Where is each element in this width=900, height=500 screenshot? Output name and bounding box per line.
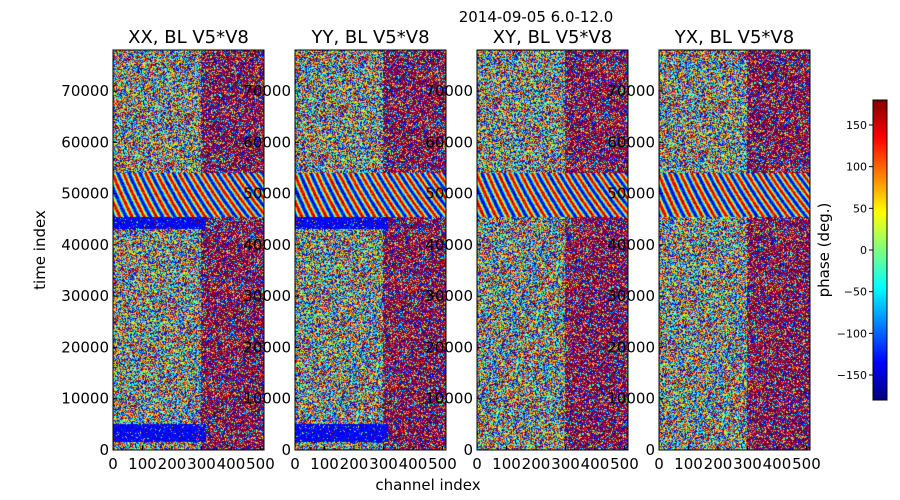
heatmap-image: [295, 50, 446, 450]
x-tick-label: 500: [792, 455, 821, 473]
y-tick-label: 10000: [607, 390, 655, 408]
y-tick-label: 50000: [607, 185, 655, 203]
x-tick-label: 200: [340, 455, 369, 473]
plot-frame: [112, 49, 265, 451]
panel-title: YY, BL V5*V8: [310, 27, 429, 48]
y-tick-label: 0: [281, 441, 291, 459]
y-tick-label: 20000: [61, 338, 109, 356]
y-tick-label: 50000: [61, 185, 109, 203]
heatmap-panel: XY, BL V5*V80 100 200 300 400 500010000200003…: [425, 27, 639, 473]
colorbar-gradient: [873, 100, 887, 400]
plot-frame: [658, 49, 811, 451]
plot-frame: [294, 49, 447, 451]
colorbar-label: phase (deg.): [815, 203, 833, 298]
y-tick-label: 10000: [425, 390, 473, 408]
x-tick-label: 0: [108, 455, 118, 473]
heatmap-panel: YY, BL V5*V80 100 200 300 400 500010000200003…: [243, 27, 457, 473]
y-tick-label: 70000: [61, 82, 109, 100]
y-tick-label: 40000: [61, 236, 109, 254]
heatmap-image: [113, 50, 264, 450]
x-tick-label: 500: [610, 455, 639, 473]
x-tick-label: 300: [369, 455, 398, 473]
y-tick-label: 60000: [243, 133, 291, 151]
y-tick-label: 10000: [243, 390, 291, 408]
x-tick-label: 0: [472, 455, 482, 473]
x-tick-label: 500: [428, 455, 457, 473]
y-tick-label: 30000: [425, 287, 473, 305]
y-tick-label: 30000: [243, 287, 291, 305]
heatmap-image: [477, 50, 628, 450]
y-tick-label: 20000: [425, 338, 473, 356]
y-tick-label: 30000: [61, 287, 109, 305]
y-tick-label: 60000: [425, 133, 473, 151]
colorbar-tick-label: 50: [853, 202, 867, 215]
y-tick-label: 60000: [61, 133, 109, 151]
x-tick-label: 200: [522, 455, 551, 473]
colorbar-tick-label: 150: [846, 119, 867, 132]
colorbar-tick-label: 0: [860, 244, 867, 257]
heatmap-panel: YX, BL V5*V80 100 200 300 400 500010000200003…: [607, 27, 821, 473]
colorbar-tick-label: −150: [837, 369, 867, 382]
x-tick-label: 400: [217, 455, 246, 473]
y-tick-label: 40000: [243, 236, 291, 254]
panel-title: YX, BL V5*V8: [674, 27, 794, 48]
plot-frame: [476, 49, 629, 451]
y-tick-label: 70000: [425, 82, 473, 100]
y-tick-label: 40000: [425, 236, 473, 254]
x-tick-label: 100: [492, 455, 521, 473]
y-tick-label: 70000: [243, 82, 291, 100]
x-tick-label: 0: [654, 455, 664, 473]
y-tick-label: 70000: [607, 82, 655, 100]
y-tick-label: 0: [645, 441, 655, 459]
x-tick-label: 400: [399, 455, 428, 473]
x-tick-label: 300: [187, 455, 216, 473]
x-tick-label: 400: [581, 455, 610, 473]
y-tick-label: 0: [463, 441, 473, 459]
y-tick-label: 40000: [607, 236, 655, 254]
x-tick-label: 100: [310, 455, 339, 473]
x-tick-label: 300: [551, 455, 580, 473]
figure-suptitle: 2014-09-05 6.0-12.0: [459, 8, 614, 26]
y-tick-label: 20000: [607, 338, 655, 356]
colorbar-tick-label: 100: [846, 161, 867, 174]
heatmap-panels: XX, BL V5*V80 100 200 300 400 500010000200003…: [61, 27, 821, 473]
x-tick-label: 500: [246, 455, 275, 473]
y-axis-label: time index: [31, 210, 49, 290]
panel-title: XX, BL V5*V8: [128, 27, 249, 48]
x-tick-label: 400: [763, 455, 792, 473]
y-tick-label: 30000: [607, 287, 655, 305]
y-tick-label: 50000: [425, 185, 473, 203]
x-tick-label: 100: [674, 455, 703, 473]
y-tick-label: 10000: [61, 390, 109, 408]
x-tick-label: 200: [704, 455, 733, 473]
heatmap-panel: XX, BL V5*V8 0 100 200 300 400 500 0 10000 20000 3…: [61, 27, 275, 473]
heatmap-image: [659, 50, 810, 450]
x-tick-label: 200: [158, 455, 187, 473]
x-tick-label: 0: [290, 455, 300, 473]
colorbar: phase (deg.) −150 −100 −50 0 50 100 150: [815, 99, 888, 401]
y-tick-label: 50000: [243, 185, 291, 203]
x-axis-label: channel index: [375, 476, 480, 494]
y-tick-label: 60000: [607, 133, 655, 151]
y-tick-label: 20000: [243, 338, 291, 356]
x-tick-label: 100: [128, 455, 157, 473]
y-tick-label: 0: [99, 441, 109, 459]
colorbar-tick-label: −50: [844, 286, 867, 299]
colorbar-tick-label: −100: [837, 327, 867, 340]
panel-title: XY, BL V5*V8: [493, 27, 612, 48]
x-tick-label: 300: [733, 455, 762, 473]
